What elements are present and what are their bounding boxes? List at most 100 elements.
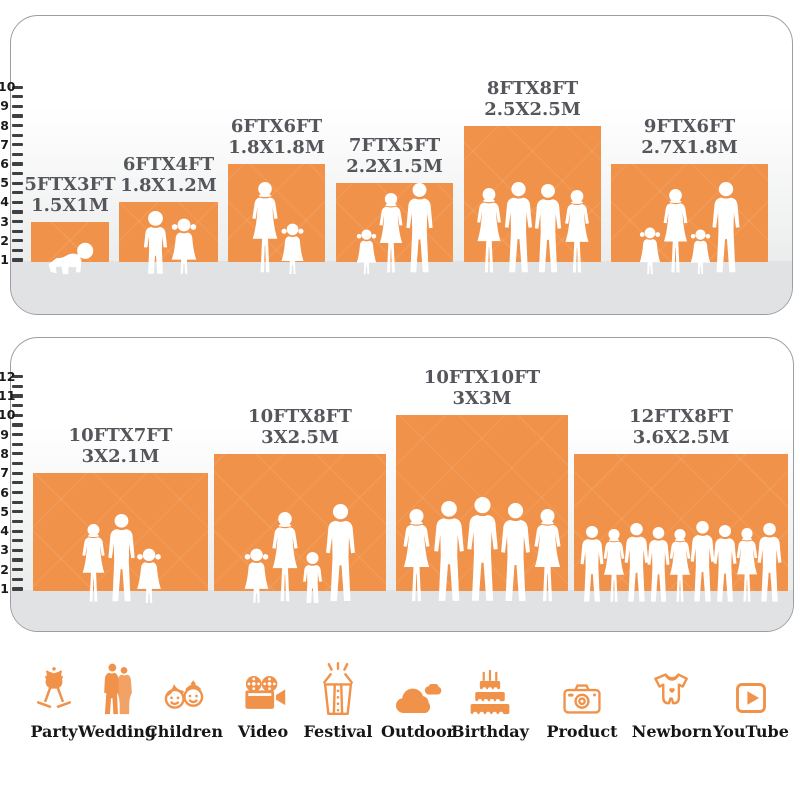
person-silhouette [355,229,378,275]
ruler-tick [12,162,23,166]
ruler-tick [12,239,23,243]
backdrop-box [119,202,218,262]
person-silhouette [561,190,592,275]
size-label: 10FTX8FT 3X2.5M [248,406,352,448]
people-group [579,521,784,604]
ruler-number: 6 [0,156,9,171]
backdrop-box [33,473,208,591]
person-silhouette [710,182,742,275]
ruler-tick [12,433,23,437]
backdrop-box [611,164,768,262]
category-label: Outdoor [381,722,455,741]
category-item-product: Product [536,658,628,741]
youtube-icon [733,658,769,716]
ruler-number: 4 [0,523,9,539]
size-label-m: 3X2.1M [81,446,160,468]
ruler-tick [12,181,23,185]
size-panel: 12 11 10 9 8 7 6 5 4 3 2 1 10FTX7FT 3X2.1M 10FTX8FT 3X2… [0,337,794,632]
wedding-icon [99,658,135,716]
people-group [243,504,358,604]
ruler-tick [12,200,23,204]
product-icon [561,658,603,716]
festival-icon [315,658,361,716]
category-item-birthday: Birthday [444,658,536,741]
people-group [638,182,742,275]
category-label: Birthday [451,722,529,741]
ruler-number: 9 [0,98,9,114]
ruler-number: 8 [0,445,9,461]
birthday-icon [466,658,514,716]
size-label-ft: 7FTX5FT [348,135,441,157]
ruler-number: 3 [0,542,9,558]
backdrop-box [464,125,601,262]
ruler-number: 4 [0,194,9,210]
ruler-tick [12,471,23,475]
party-icon [29,658,79,716]
ruler-tick [12,375,23,379]
size-label-m: 1.5X1M [31,194,109,216]
ruler-number: 2 [0,232,9,248]
ruler-tick [12,577,23,581]
people-group [400,497,565,604]
ruler-tick [12,258,23,262]
ruler-tick [12,210,23,214]
ruler-tick [12,85,23,89]
category-label: Festival [303,722,373,741]
size-label: 10FTX10FT 3X3M [424,367,540,409]
ruler-tick [12,114,23,118]
size-label-ft: 10FTX10FT [423,367,541,389]
person-silhouette [465,497,501,604]
video-icon [238,658,288,716]
size-label-ft: 10FTX7FT [68,425,173,447]
backdrop-box [574,453,788,591]
people-group [248,182,305,275]
person-silhouette [473,188,504,275]
ruler-tick [12,95,23,99]
size-label-m: 2.7X1.8M [641,137,738,158]
person-silhouette [300,552,326,604]
ruler-number: 5 [0,503,9,519]
size-label-m: 3X3M [452,388,512,410]
category-row: Party Wedding Children Video Festival Outdoor… [0,658,800,768]
person-silhouette [689,229,712,275]
category-item-outdoor: Outdoor [372,658,464,741]
ruler-tick [12,124,23,128]
category-item-video: Video [217,658,309,741]
person-silhouette [756,523,784,604]
category-item-children: Children [138,658,230,741]
category-label: YouTube [713,722,789,741]
ruler-tick [12,394,23,398]
ruler-tick [12,152,23,156]
category-item-festival: Festival [292,658,384,741]
category-label: Wedding [77,722,157,741]
size-label-ft: 5FTX3FT [24,173,116,195]
size-label-ft: 9FTX6FT [643,116,736,137]
ruler-number: 5 [0,175,9,191]
outdoor-icon [393,658,443,716]
person-silhouette [279,223,305,275]
ruler-tick [12,143,23,147]
ruler-tick [12,384,23,388]
children-icon [159,658,209,716]
ruler-number: 10 [0,407,16,423]
ruler-tick [12,529,23,533]
person-silhouette [269,512,302,604]
ruler-number: 11 [0,388,16,403]
ruler-number: 3 [0,213,9,229]
category-label: Party [30,722,78,741]
size-label-m: 2.2X1.5M [346,156,443,178]
ruler-tick [12,220,23,224]
ruler-tick [12,490,23,495]
ruler-tick [12,191,23,195]
people-group [473,182,592,275]
ruler-tick [12,510,23,514]
ruler-tick [12,442,23,446]
size-label: 7FTX5FT 2.2X1.5M [346,135,443,177]
person-silhouette [139,211,171,275]
size-label-ft: 6FTX4FT [122,154,215,176]
person-silhouette [531,509,565,604]
ruler-tick [12,133,23,137]
person-silhouette [169,218,198,275]
ruler-tick [12,461,23,466]
